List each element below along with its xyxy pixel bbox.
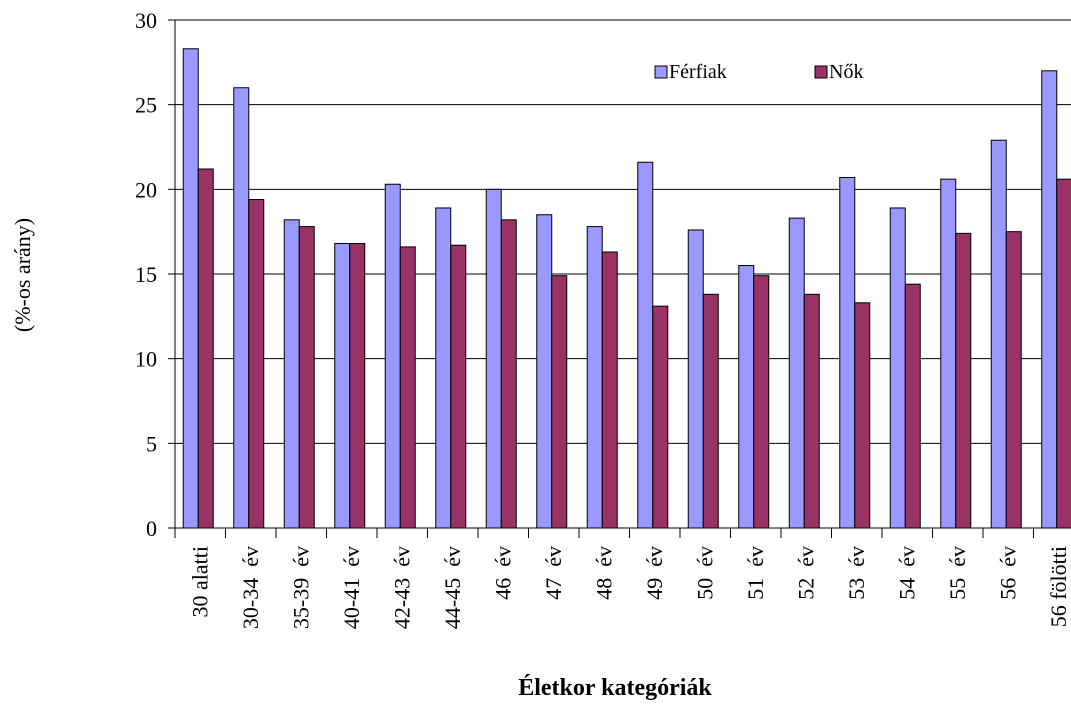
bar <box>536 214 553 529</box>
bar <box>485 188 502 529</box>
bar <box>1005 231 1022 529</box>
bar <box>1056 178 1071 529</box>
bar <box>687 229 704 529</box>
bar <box>334 243 351 529</box>
bar <box>248 198 265 529</box>
legend-label: Nők <box>829 61 863 83</box>
y-tick-label: 25 <box>135 93 157 118</box>
bar <box>435 207 452 529</box>
bar <box>955 232 972 529</box>
legend-swatch <box>654 65 668 79</box>
x-tick-label: 35-39 év <box>288 546 313 629</box>
y-tick-label: 15 <box>135 262 157 287</box>
x-tick-label: 56 év <box>995 546 1020 600</box>
bar <box>803 293 820 529</box>
x-tick-label: 54 év <box>894 546 919 600</box>
bar <box>182 48 199 529</box>
x-tick-label: 30-34 év <box>238 546 263 629</box>
bar <box>450 244 467 529</box>
bar <box>889 207 906 529</box>
legend-label: Férfiak <box>669 61 727 83</box>
x-tick-label: 47 év <box>541 546 566 600</box>
bar <box>940 178 957 529</box>
bar <box>854 302 871 529</box>
bar <box>586 226 603 529</box>
x-tick-label: 30 alatti <box>187 546 212 617</box>
bar <box>384 183 401 529</box>
bar <box>197 168 214 529</box>
y-axis-title: (%-os arány) <box>10 218 35 332</box>
y-tick-label: 20 <box>135 177 157 202</box>
x-tick-label: 52 év <box>793 546 818 600</box>
bar <box>500 219 517 529</box>
x-tick-label: 51 év <box>743 546 768 600</box>
x-tick-label: 56 fölötti <box>1046 546 1071 627</box>
x-tick-label: 49 év <box>642 546 667 600</box>
bar <box>233 87 250 529</box>
x-tick-label: 55 év <box>945 546 970 600</box>
bar <box>349 243 366 529</box>
y-tick-label: 10 <box>135 347 157 372</box>
bar <box>990 139 1007 529</box>
bar <box>298 226 315 529</box>
bar <box>399 246 416 529</box>
x-tick-label: 50 év <box>692 546 717 600</box>
bar <box>1041 70 1058 529</box>
x-tick-label: 44-45 év <box>440 546 465 629</box>
bar <box>601 251 618 529</box>
x-axis-title: Életkor kategóriák <box>518 675 712 701</box>
y-tick-label: 30 <box>135 8 157 33</box>
legend-swatch <box>814 65 828 79</box>
x-tick-label: 40-41 év <box>339 546 364 629</box>
bar <box>551 275 568 529</box>
bar <box>788 217 805 529</box>
y-tick-label: 0 <box>146 516 157 541</box>
bar <box>738 265 755 529</box>
bar <box>904 283 921 529</box>
bar <box>652 305 669 529</box>
bar <box>283 219 300 529</box>
bar <box>839 176 856 529</box>
x-tick-label: 42-43 év <box>389 546 414 629</box>
bar <box>637 161 654 529</box>
y-tick-label: 5 <box>146 431 157 456</box>
x-tick-label: 48 év <box>591 546 616 600</box>
bar <box>702 293 719 529</box>
x-tick-label: 46 év <box>490 546 515 600</box>
bar <box>753 275 770 529</box>
x-tick-label: 53 év <box>844 546 869 600</box>
